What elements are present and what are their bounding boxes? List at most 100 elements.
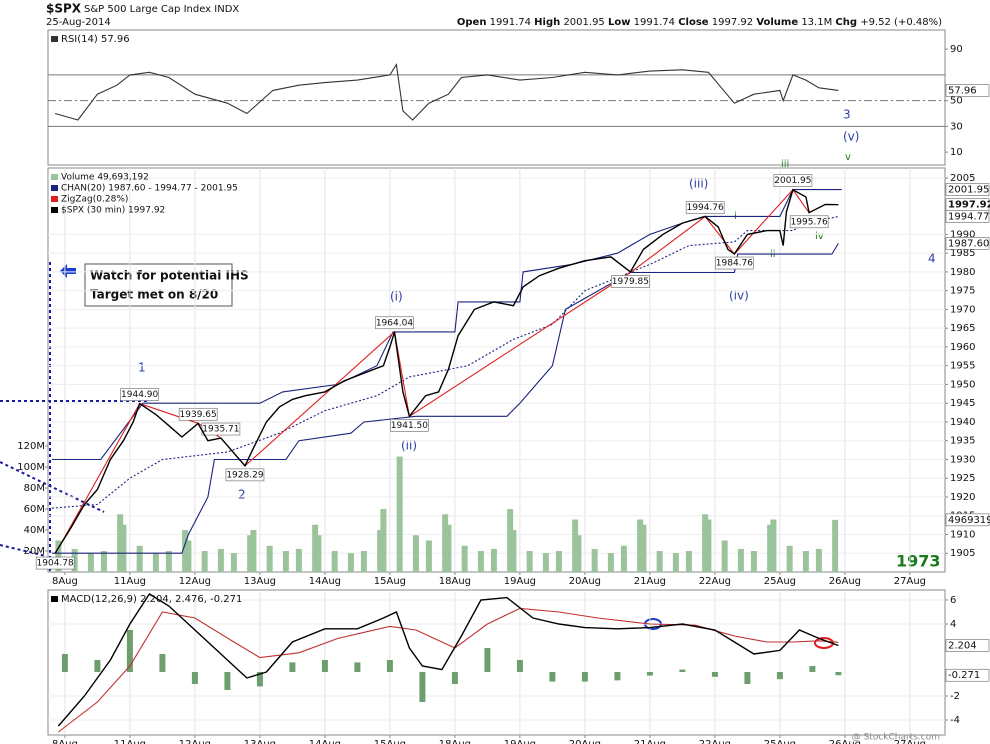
bar (575, 535, 582, 572)
value-label: 1928.29 (226, 470, 263, 480)
x-tick-label: 8Aug (52, 739, 78, 744)
bar (744, 671, 751, 684)
wave-label: 4 (928, 252, 936, 266)
bar (711, 671, 718, 677)
bar (201, 551, 208, 572)
bar (637, 519, 644, 572)
legend-swatch (51, 174, 58, 180)
legend-label: ZigZag(0.28%) (61, 195, 128, 205)
legend-swatch (51, 196, 58, 202)
x-tick-label: 21Aug (634, 739, 666, 744)
y2-tick-label: 80M (24, 483, 45, 494)
index-name: S&P 500 Large Cap Index INDX (84, 4, 239, 15)
y-tick-label: 1950 (950, 379, 975, 390)
bar (477, 551, 484, 572)
bar (442, 514, 449, 572)
bar (702, 514, 709, 572)
last-value-label: 57.96 (948, 85, 977, 96)
legend-swatch (51, 596, 58, 602)
y-tick-label: 4 (950, 619, 956, 630)
bar (767, 524, 774, 572)
bar (679, 669, 686, 672)
bar (185, 540, 192, 572)
bar (461, 545, 468, 572)
y-tick-label: 90 (950, 44, 963, 55)
bar (425, 540, 432, 572)
bar (620, 545, 627, 572)
legend-label: $SPX (30 min) 1997.92 (61, 206, 165, 216)
y-tick-label: 1925 (950, 473, 975, 484)
bar (591, 548, 598, 572)
bar (377, 530, 384, 572)
bar (386, 659, 393, 672)
y2-tick-label: 100M (17, 462, 45, 473)
bar (656, 551, 663, 572)
wave-label: (iii) (689, 177, 708, 191)
last-value-label: -0.271 (948, 670, 980, 681)
y2-tick-label: 20M (24, 546, 45, 557)
value-label: 1995.76 (791, 217, 828, 227)
y2-tick-label: 60M (24, 504, 45, 515)
quote-value: 1991.74 (634, 17, 675, 28)
bar (230, 553, 237, 572)
bar (705, 519, 712, 572)
x-tick-label: 18Aug (439, 576, 471, 587)
x-tick-label: 12Aug (179, 739, 211, 744)
panel-frame (47, 29, 946, 166)
bar (380, 509, 387, 572)
x-tick-label: 11Aug (114, 576, 146, 587)
symbol: $SPX (46, 2, 82, 16)
legend-label: CHAN(20) 1987.60 - 1994.77 - 2001.95 (61, 184, 238, 194)
bar (94, 659, 101, 672)
value-label-box (611, 275, 650, 288)
value-label: 1935.71 (202, 425, 239, 435)
quote-value: 1991.74 (490, 17, 531, 28)
quote-label: Chg (835, 17, 857, 28)
last-value-label: 2001.95 (948, 185, 989, 196)
y-tick-label: 1970 (950, 304, 975, 315)
wave-label: (ii) (401, 439, 417, 453)
y-tick-label: 6 (950, 595, 956, 606)
quote-label: High (534, 17, 560, 28)
x-tick-label: 25Aug (764, 739, 796, 744)
bar (815, 548, 822, 572)
wave-label: 1 (138, 361, 146, 375)
quote-label: Low (608, 17, 630, 28)
bar (721, 540, 728, 572)
trend-line (0, 461, 105, 513)
y-tick-label: 1965 (950, 323, 975, 334)
bar (640, 524, 647, 572)
quote-line: Open 1991.74 High 2001.95 Low 1991.74 Cl… (457, 17, 942, 28)
y-tick-label: 1920 (950, 492, 975, 503)
series-line (54, 188, 839, 554)
bar (87, 553, 94, 572)
panel: 90 50 30 10 57.96 RSI(14) 57.96 (47, 29, 990, 166)
x-tick-label: 19Aug (504, 739, 536, 744)
value-label: 1904.78 (37, 559, 74, 569)
bar (776, 671, 783, 680)
bar (71, 548, 78, 572)
bar (832, 519, 839, 572)
x-tick-label: 22Aug (699, 576, 731, 587)
bar (266, 545, 273, 572)
bar (136, 545, 143, 572)
bar (809, 665, 816, 672)
value-label-box (685, 201, 725, 214)
bar (750, 551, 757, 572)
bar (191, 671, 198, 684)
x-tick-label: 19Aug (504, 576, 536, 587)
bar (55, 540, 62, 572)
series-line (54, 63, 839, 121)
wave-label: iv (815, 231, 824, 242)
bar (224, 671, 231, 690)
legend-label: Volume 49,693,192 (61, 173, 149, 183)
y2-tick-label: 120M (17, 441, 45, 452)
value-label-box (375, 316, 414, 330)
bar (802, 551, 809, 572)
bar (490, 548, 497, 572)
value-label-box (35, 556, 75, 570)
quote-value: 2001.95 (563, 17, 604, 28)
value-label-box (715, 256, 754, 270)
panel: 8Aug 11Aug 12Aug 13Aug 14Aug 15Aug 18Aug 19Aug 2… (17, 167, 990, 587)
bar (396, 456, 403, 572)
